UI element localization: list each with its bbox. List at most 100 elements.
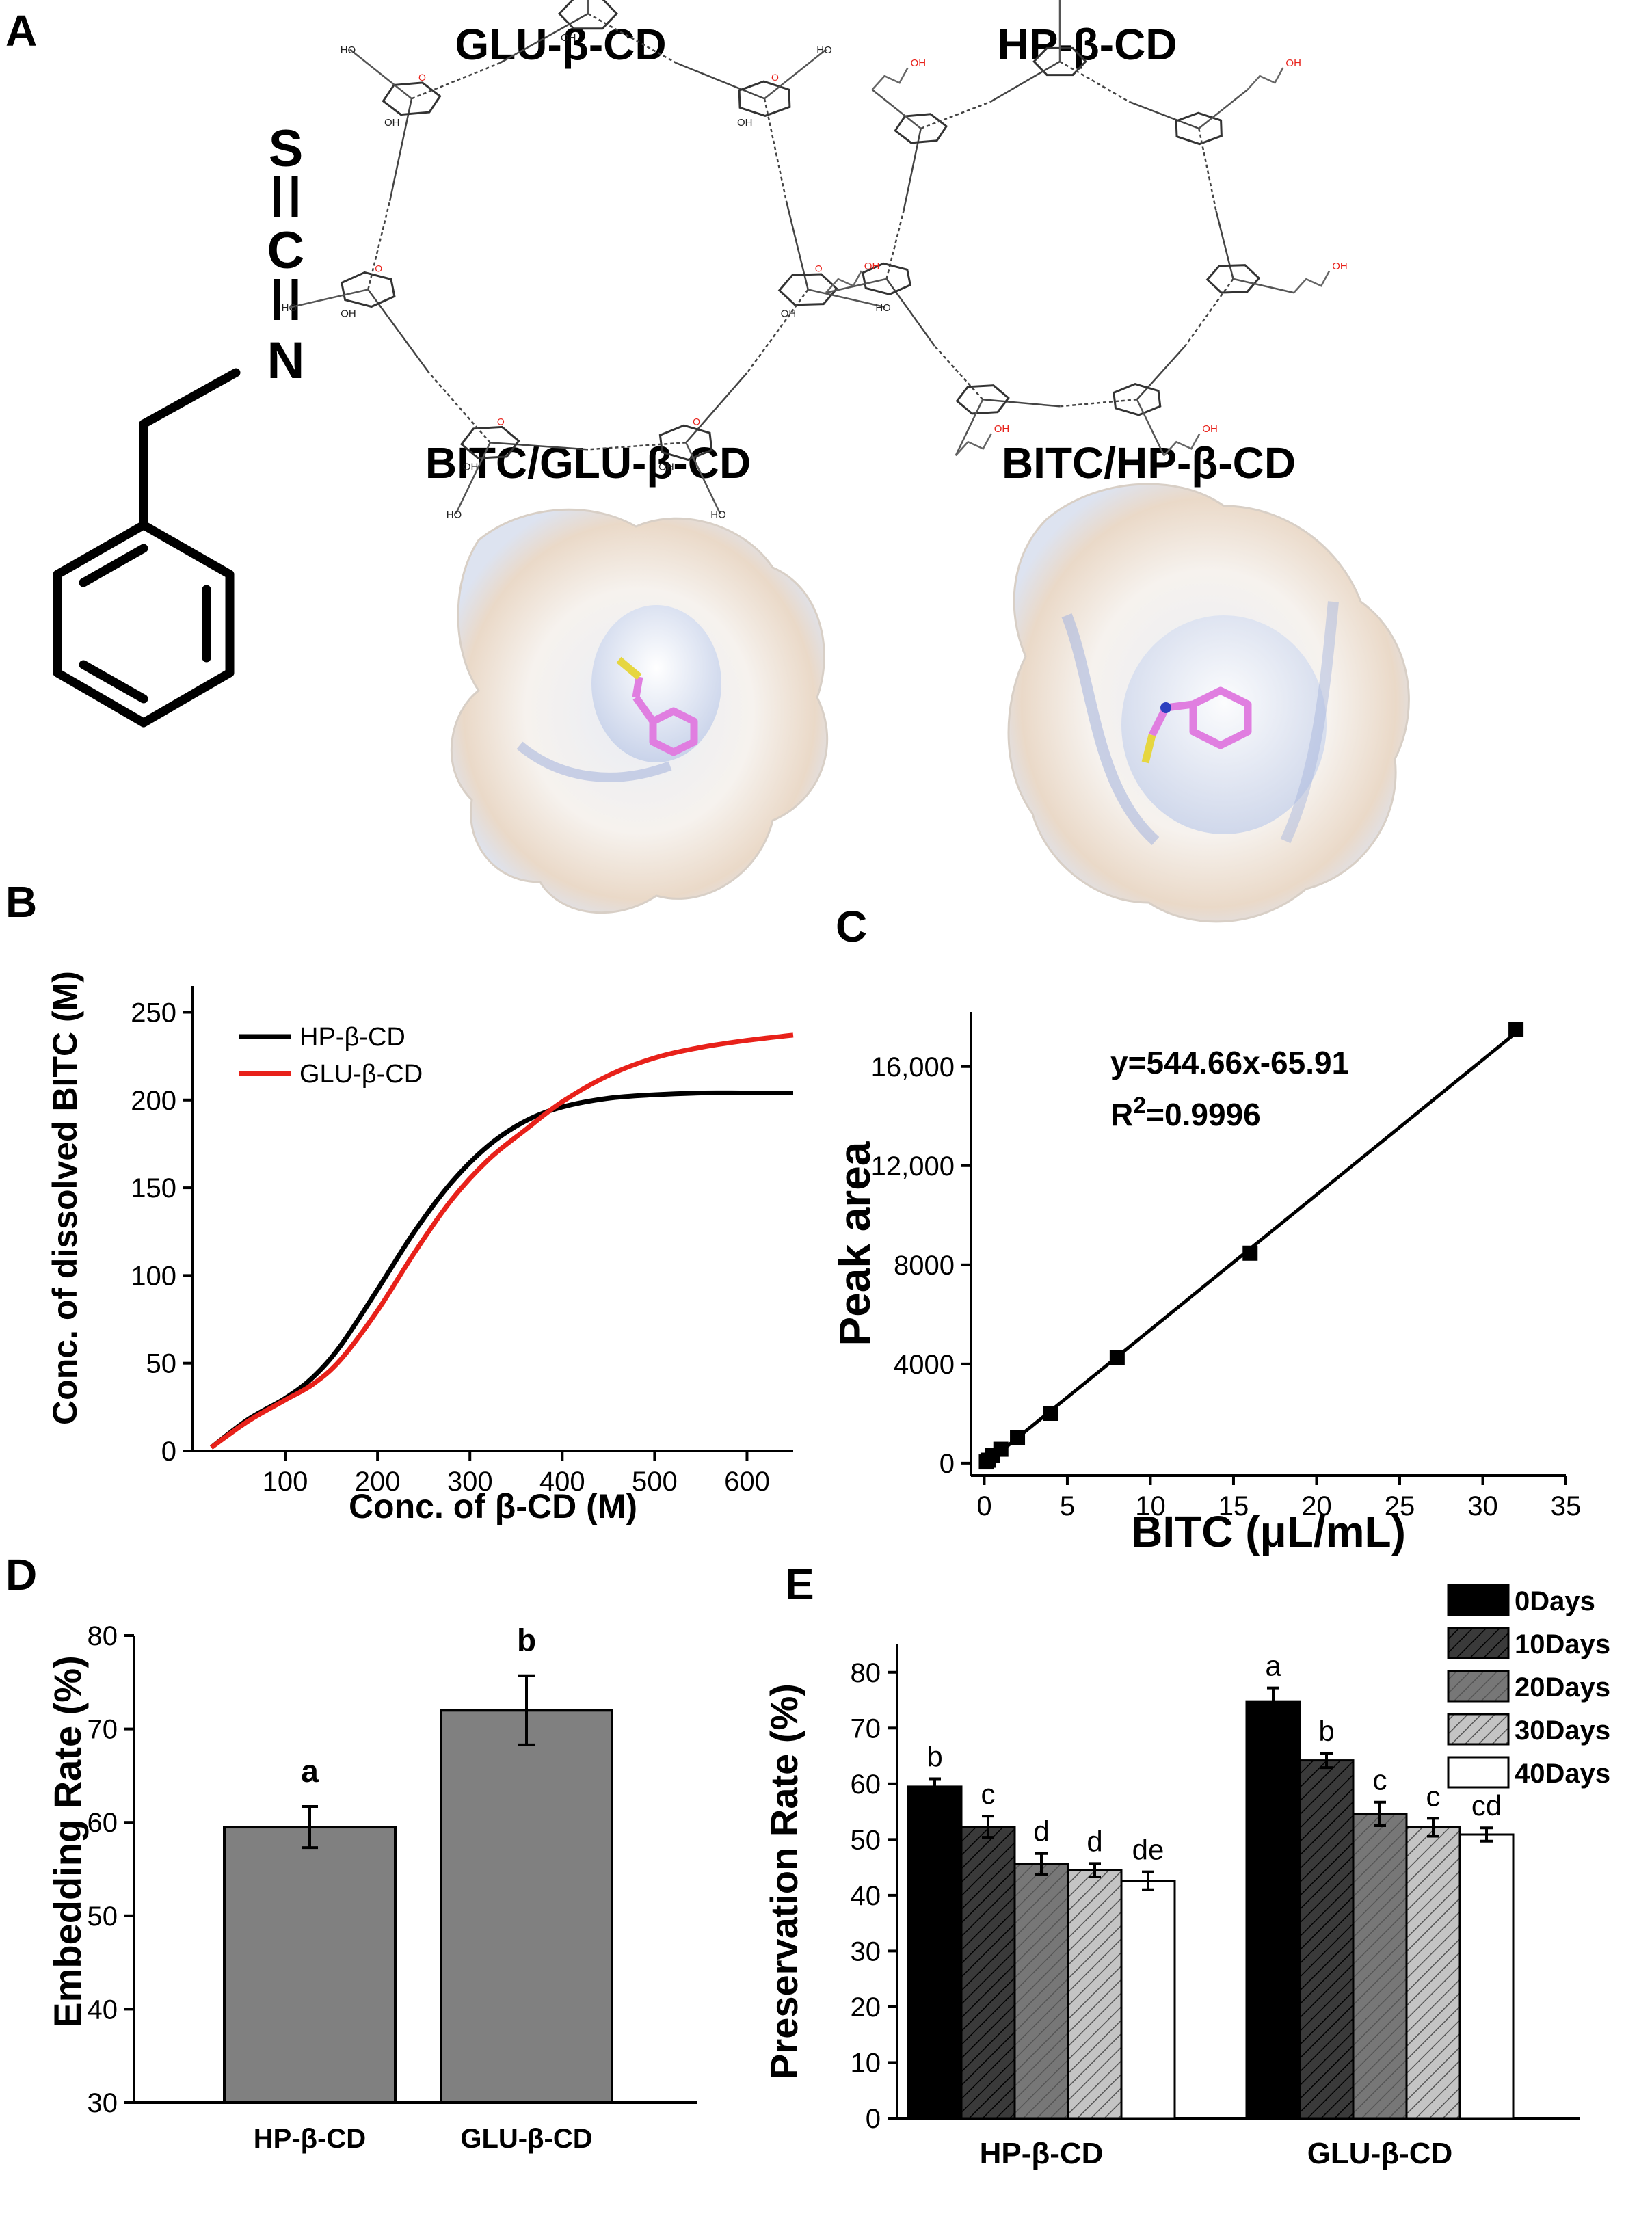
x-axis-title: BITC (μL/mL) (1131, 1507, 1406, 1556)
panel-label-e: E (785, 1560, 814, 1609)
r-squared-value: =0.9996 (1146, 1097, 1261, 1132)
significance-letter: d (1087, 1825, 1102, 1857)
legend-label: HP-β-CD (299, 1023, 405, 1052)
legend-label: 20Days (1515, 1672, 1610, 1703)
y-tick-label: 8000 (894, 1251, 955, 1281)
significance-letter: d (1033, 1815, 1049, 1848)
panel-label-b: B (5, 877, 38, 926)
x-tick-label: 400 (539, 1467, 585, 1497)
legend-label: 10Days (1515, 1629, 1610, 1659)
bar (1405, 1826, 1461, 2120)
x-tick-label: 35 (1551, 1491, 1582, 1521)
y-tick-label: 16,000 (871, 1052, 955, 1082)
x-tick-label: 100 (263, 1467, 308, 1497)
y-tick-label: 60 (88, 1808, 118, 1838)
panel-label-d: D (5, 1550, 38, 1599)
data-point (1010, 1430, 1026, 1445)
x-axis-title: Conc. of β-CD (M) (349, 1487, 637, 1525)
y-tick-label: 70 (88, 1715, 118, 1745)
significance-letter: c (981, 1778, 996, 1810)
series-line-0 (209, 1090, 793, 1450)
equation-label: y=544.66x-65.91 (1110, 1045, 1349, 1080)
r-squared-prefix: R (1110, 1097, 1133, 1132)
legend-swatch (1447, 1584, 1510, 1616)
y-tick-label: 200 (131, 1086, 176, 1116)
legend-swatch (1447, 1670, 1510, 1703)
y-tick-label: 0 (940, 1449, 955, 1479)
bar (1120, 1880, 1176, 2120)
y-tick-label: 0 (161, 1437, 176, 1467)
bar (1245, 1700, 1301, 2120)
x-tick-label: 10 (1135, 1491, 1166, 1521)
bar (1013, 1863, 1069, 2120)
bar (907, 1785, 963, 2120)
significance-letter: b (1318, 1715, 1334, 1747)
legend-label: GLU-β-CD (299, 1060, 423, 1089)
category-label: HP-β-CD (254, 2124, 366, 2154)
data-point (1242, 1245, 1258, 1261)
y-tick-label: 0 (866, 2104, 881, 2134)
x-tick-label: 25 (1385, 1491, 1415, 1521)
y-tick-label: 70 (851, 1713, 881, 1744)
y-axis-title: Preservation Rate (%) (762, 1683, 805, 2079)
x-tick-label: 20 (1301, 1491, 1332, 1521)
y-tick-label: 20 (851, 1992, 881, 2023)
significance-letter: b (517, 1623, 536, 1658)
series-line-1 (209, 1032, 794, 1450)
category-label: GLU-β-CD (1307, 2137, 1453, 2170)
y-tick-label: 50 (851, 1825, 881, 1855)
y-tick-label: 60 (851, 1770, 881, 1800)
panel-label-c: C (836, 902, 868, 951)
bar (1298, 1759, 1355, 2120)
x-tick-label: 15 (1218, 1491, 1249, 1521)
legend-label: 0Days (1515, 1586, 1595, 1616)
y-axis-title: Embedding Rate (%) (46, 1655, 89, 2027)
bar (1352, 1813, 1408, 2120)
y-tick-label: 150 (131, 1173, 176, 1203)
y-tick-label: 40 (88, 1995, 118, 2025)
bar (440, 1709, 613, 2104)
x-tick-label: 30 (1467, 1491, 1498, 1521)
significance-letter: c (1426, 1780, 1441, 1812)
bar (960, 1826, 1016, 2120)
y-tick-label: 50 (146, 1349, 177, 1379)
y-tick-label: 80 (851, 1658, 881, 1688)
bar (223, 1826, 397, 2105)
y-tick-label: 10 (851, 2048, 881, 2078)
data-point (993, 1441, 1009, 1457)
y-tick-label: 100 (131, 1261, 176, 1291)
significance-letter: a (301, 1753, 319, 1789)
r-squared-label: R2=0.9996 (1110, 1093, 1261, 1132)
bar (1067, 1869, 1123, 2120)
significance-letter: de (1132, 1834, 1164, 1866)
y-tick-label: 50 (88, 1902, 118, 1932)
y-axis-title: Conc. of dissolved BITC (M) (46, 971, 84, 1425)
data-point (1109, 1350, 1125, 1365)
x-tick-label: 500 (632, 1467, 678, 1497)
y-tick-label: 250 (131, 998, 176, 1028)
y-tick-label: 12,000 (871, 1151, 955, 1182)
panel-label-a: A (5, 6, 38, 55)
significance-letter: cd (1471, 1789, 1502, 1822)
r-squared-superscript: 2 (1133, 1093, 1146, 1119)
x-tick-label: 600 (724, 1467, 770, 1497)
legend-label: 40Days (1515, 1759, 1610, 1789)
significance-letter: b (927, 1740, 942, 1772)
legend-swatch (1447, 1756, 1510, 1789)
x-tick-label: 200 (355, 1467, 401, 1497)
category-label: HP-β-CD (980, 2137, 1104, 2170)
y-axis-title: Peak area (830, 1141, 879, 1346)
y-tick-label: 80 (88, 1621, 118, 1651)
legend-label: 30Days (1515, 1716, 1610, 1746)
y-tick-label: 4000 (894, 1350, 955, 1380)
data-point (1043, 1405, 1058, 1421)
y-tick-label: 40 (851, 1881, 881, 1911)
significance-letter: c (1373, 1764, 1387, 1796)
significance-letter: a (1265, 1650, 1281, 1682)
category-label: GLU-β-CD (460, 2124, 592, 2154)
legend-swatch (1447, 1627, 1510, 1659)
